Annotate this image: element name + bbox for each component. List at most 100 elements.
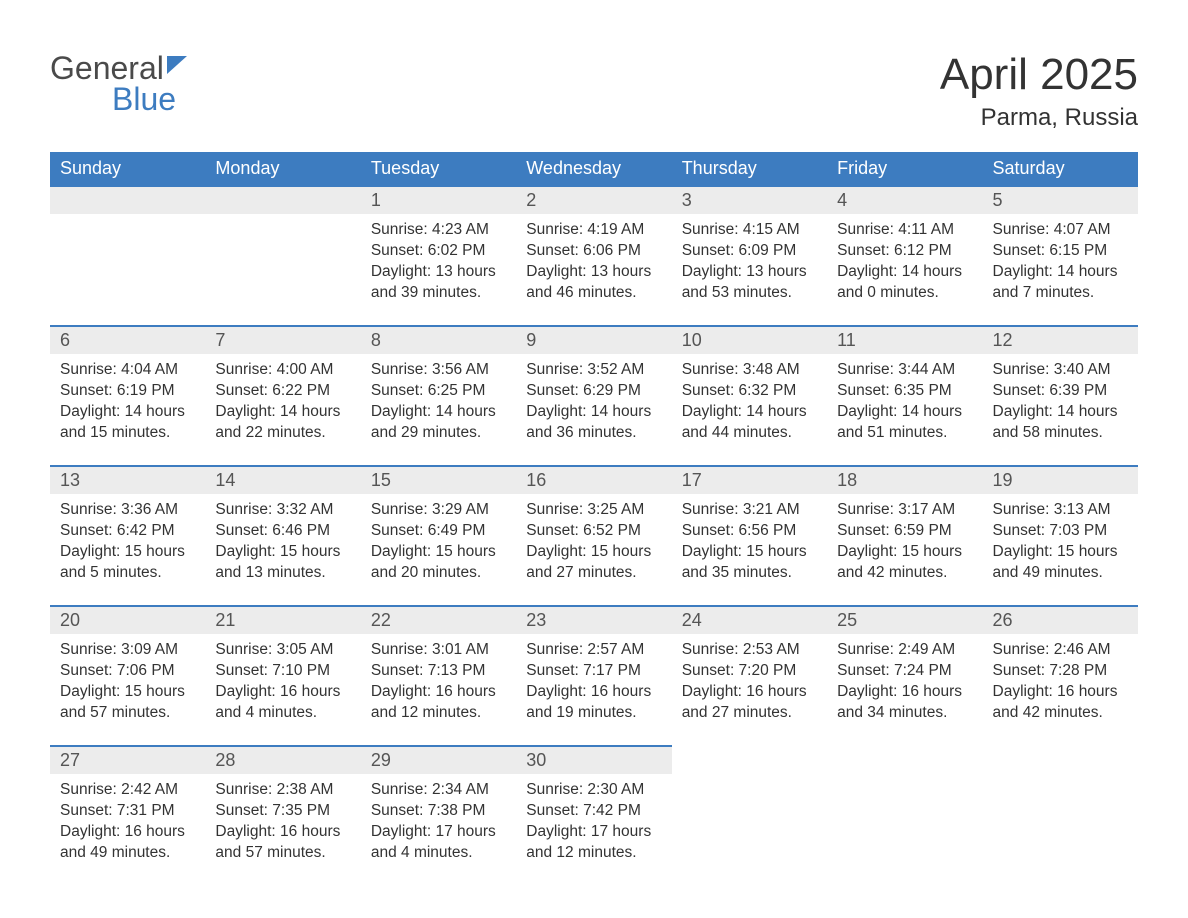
day-details: Sunrise: 3:52 AMSunset: 6:29 PMDaylight:… bbox=[516, 354, 671, 462]
daylight-text: and 4 minutes. bbox=[371, 843, 506, 864]
day-details: Sunrise: 3:40 AMSunset: 6:39 PMDaylight:… bbox=[983, 354, 1138, 462]
weekday-header: Sunday bbox=[50, 152, 205, 185]
sunset-text: Sunset: 6:56 PM bbox=[682, 521, 817, 542]
daylight-text: Daylight: 14 hours bbox=[993, 262, 1128, 283]
weekday-header: Tuesday bbox=[361, 152, 516, 185]
day-number: 24 bbox=[672, 605, 827, 634]
sunrise-text: Sunrise: 3:25 AM bbox=[526, 500, 661, 521]
daylight-text: Daylight: 16 hours bbox=[837, 682, 972, 703]
day-number: 5 bbox=[983, 185, 1138, 214]
daylight-text: Daylight: 16 hours bbox=[215, 682, 350, 703]
daylight-text: and 22 minutes. bbox=[215, 423, 350, 444]
daylight-text: Daylight: 16 hours bbox=[371, 682, 506, 703]
day-number: . bbox=[672, 745, 827, 772]
day-number: . bbox=[205, 185, 360, 214]
day-number: 16 bbox=[516, 465, 671, 494]
day-number: . bbox=[983, 745, 1138, 772]
day-cell: . bbox=[983, 745, 1138, 885]
day-number: 4 bbox=[827, 185, 982, 214]
daylight-text: Daylight: 13 hours bbox=[526, 262, 661, 283]
sunrise-text: Sunrise: 3:52 AM bbox=[526, 360, 661, 381]
sunset-text: Sunset: 7:31 PM bbox=[60, 801, 195, 822]
sunset-text: Sunset: 6:52 PM bbox=[526, 521, 661, 542]
day-cell: 13Sunrise: 3:36 AMSunset: 6:42 PMDayligh… bbox=[50, 465, 205, 605]
daylight-text: Daylight: 13 hours bbox=[371, 262, 506, 283]
daylight-text: Daylight: 14 hours bbox=[215, 402, 350, 423]
day-number: 26 bbox=[983, 605, 1138, 634]
daylight-text: and 36 minutes. bbox=[526, 423, 661, 444]
day-cell: 7Sunrise: 4:00 AMSunset: 6:22 PMDaylight… bbox=[205, 325, 360, 465]
sunset-text: Sunset: 6:46 PM bbox=[215, 521, 350, 542]
sunset-text: Sunset: 7:17 PM bbox=[526, 661, 661, 682]
day-cell: 12Sunrise: 3:40 AMSunset: 6:39 PMDayligh… bbox=[983, 325, 1138, 465]
day-details: Sunrise: 2:53 AMSunset: 7:20 PMDaylight:… bbox=[672, 634, 827, 742]
daylight-text: and 46 minutes. bbox=[526, 283, 661, 304]
day-details: Sunrise: 3:21 AMSunset: 6:56 PMDaylight:… bbox=[672, 494, 827, 602]
daylight-text: Daylight: 14 hours bbox=[526, 402, 661, 423]
daylight-text: Daylight: 14 hours bbox=[371, 402, 506, 423]
day-cell: . bbox=[50, 185, 205, 325]
day-number: 2 bbox=[516, 185, 671, 214]
day-cell: . bbox=[827, 745, 982, 885]
day-details: Sunrise: 3:17 AMSunset: 6:59 PMDaylight:… bbox=[827, 494, 982, 602]
day-number: 17 bbox=[672, 465, 827, 494]
sunrise-text: Sunrise: 4:00 AM bbox=[215, 360, 350, 381]
week-row: 20Sunrise: 3:09 AMSunset: 7:06 PMDayligh… bbox=[50, 605, 1138, 745]
day-number: 21 bbox=[205, 605, 360, 634]
day-details: Sunrise: 3:56 AMSunset: 6:25 PMDaylight:… bbox=[361, 354, 516, 462]
daylight-text: Daylight: 15 hours bbox=[993, 542, 1128, 563]
logo-text-2: Blue bbox=[112, 81, 191, 118]
sunrise-text: Sunrise: 2:30 AM bbox=[526, 780, 661, 801]
daylight-text: and 4 minutes. bbox=[215, 703, 350, 724]
daylight-text: and 49 minutes. bbox=[993, 563, 1128, 584]
day-number: 11 bbox=[827, 325, 982, 354]
weekday-header: Thursday bbox=[672, 152, 827, 185]
day-cell: 19Sunrise: 3:13 AMSunset: 7:03 PMDayligh… bbox=[983, 465, 1138, 605]
day-number: . bbox=[827, 745, 982, 772]
daylight-text: Daylight: 16 hours bbox=[60, 822, 195, 843]
sunrise-text: Sunrise: 3:48 AM bbox=[682, 360, 817, 381]
logo-flag-icon bbox=[167, 56, 191, 82]
daylight-text: Daylight: 17 hours bbox=[371, 822, 506, 843]
daylight-text: Daylight: 14 hours bbox=[682, 402, 817, 423]
day-number: 23 bbox=[516, 605, 671, 634]
sunset-text: Sunset: 7:38 PM bbox=[371, 801, 506, 822]
day-details: Sunrise: 4:00 AMSunset: 6:22 PMDaylight:… bbox=[205, 354, 360, 462]
day-number: 19 bbox=[983, 465, 1138, 494]
day-details: Sunrise: 2:46 AMSunset: 7:28 PMDaylight:… bbox=[983, 634, 1138, 742]
sunset-text: Sunset: 7:28 PM bbox=[993, 661, 1128, 682]
sunrise-text: Sunrise: 2:34 AM bbox=[371, 780, 506, 801]
day-number: . bbox=[50, 185, 205, 214]
day-cell: 22Sunrise: 3:01 AMSunset: 7:13 PMDayligh… bbox=[361, 605, 516, 745]
sunrise-text: Sunrise: 4:11 AM bbox=[837, 220, 972, 241]
sunset-text: Sunset: 6:02 PM bbox=[371, 241, 506, 262]
sunset-text: Sunset: 6:39 PM bbox=[993, 381, 1128, 402]
daylight-text: and 12 minutes. bbox=[526, 843, 661, 864]
sunset-text: Sunset: 6:12 PM bbox=[837, 241, 972, 262]
day-details: Sunrise: 2:34 AMSunset: 7:38 PMDaylight:… bbox=[361, 774, 516, 882]
sunset-text: Sunset: 7:10 PM bbox=[215, 661, 350, 682]
day-details: Sunrise: 3:25 AMSunset: 6:52 PMDaylight:… bbox=[516, 494, 671, 602]
sunset-text: Sunset: 7:03 PM bbox=[993, 521, 1128, 542]
daylight-text: Daylight: 13 hours bbox=[682, 262, 817, 283]
day-number: 25 bbox=[827, 605, 982, 634]
sunrise-text: Sunrise: 4:15 AM bbox=[682, 220, 817, 241]
title-block: April 2025 Parma, Russia bbox=[940, 50, 1138, 132]
daylight-text: and 44 minutes. bbox=[682, 423, 817, 444]
day-details: Sunrise: 2:49 AMSunset: 7:24 PMDaylight:… bbox=[827, 634, 982, 742]
daylight-text: Daylight: 15 hours bbox=[60, 542, 195, 563]
daylight-text: Daylight: 15 hours bbox=[215, 542, 350, 563]
sunrise-text: Sunrise: 4:04 AM bbox=[60, 360, 195, 381]
day-details: Sunrise: 4:07 AMSunset: 6:15 PMDaylight:… bbox=[983, 214, 1138, 322]
day-number: 1 bbox=[361, 185, 516, 214]
day-cell: 25Sunrise: 2:49 AMSunset: 7:24 PMDayligh… bbox=[827, 605, 982, 745]
page-header: General Blue April 2025 Parma, Russia bbox=[50, 50, 1138, 132]
sunset-text: Sunset: 7:06 PM bbox=[60, 661, 195, 682]
sunset-text: Sunset: 6:32 PM bbox=[682, 381, 817, 402]
daylight-text: and 51 minutes. bbox=[837, 423, 972, 444]
day-details: Sunrise: 2:38 AMSunset: 7:35 PMDaylight:… bbox=[205, 774, 360, 882]
day-number: 27 bbox=[50, 745, 205, 774]
week-row: 6Sunrise: 4:04 AMSunset: 6:19 PMDaylight… bbox=[50, 325, 1138, 465]
week-row: 13Sunrise: 3:36 AMSunset: 6:42 PMDayligh… bbox=[50, 465, 1138, 605]
sunset-text: Sunset: 7:35 PM bbox=[215, 801, 350, 822]
